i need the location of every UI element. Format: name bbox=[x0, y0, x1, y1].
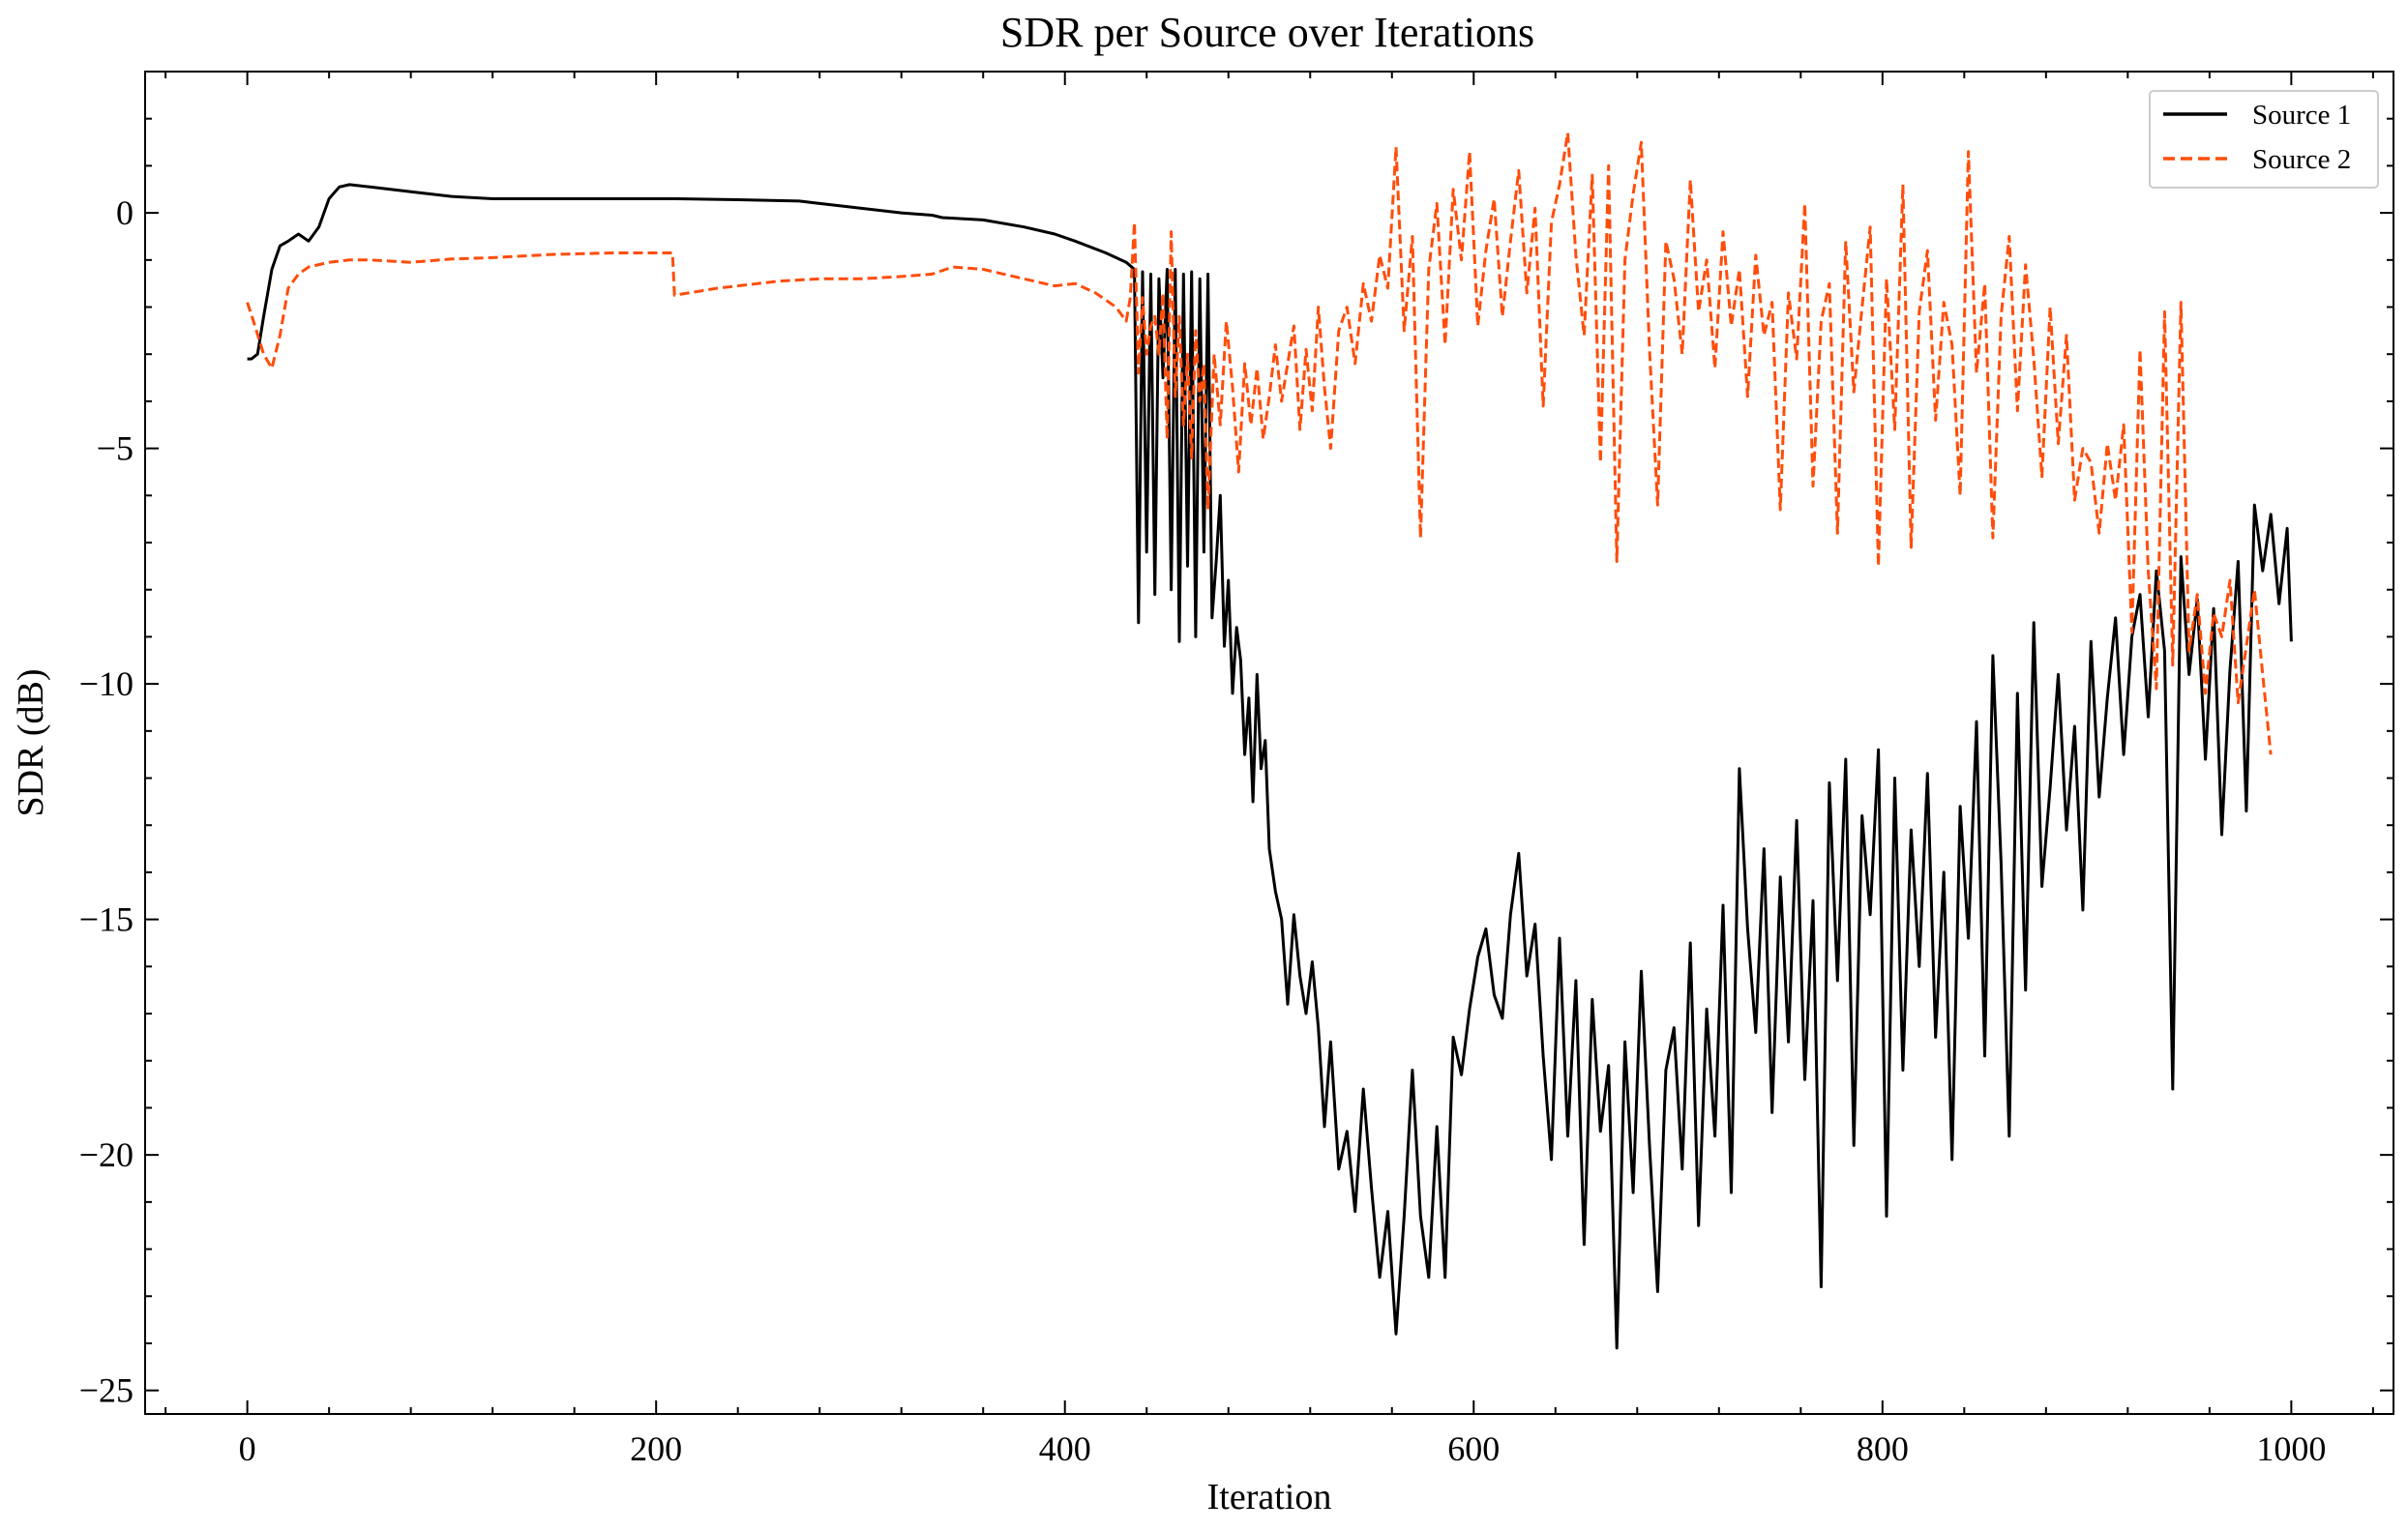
legend-label-source-1: Source 1 bbox=[2252, 100, 2351, 131]
y-axis-label: SDR (dB) bbox=[11, 668, 51, 816]
x-tick-label: 600 bbox=[1447, 1429, 1500, 1468]
series-line-source-2 bbox=[246, 131, 2273, 755]
y-tick-label: −15 bbox=[79, 900, 134, 939]
series-line-source-1 bbox=[247, 183, 2293, 1350]
tick-labels: 0 200 400 600 800 1000 0 −5 −10 −15 −20 −25 bbox=[79, 193, 2327, 1468]
x-tick-label: 400 bbox=[1039, 1429, 1091, 1468]
x-tick-label: 0 bbox=[239, 1429, 256, 1468]
legend-label-source-2: Source 2 bbox=[2252, 144, 2351, 175]
y-tick-label: −20 bbox=[79, 1135, 134, 1174]
y-tick-label: −10 bbox=[79, 664, 134, 703]
y-tick-label: −25 bbox=[79, 1371, 134, 1410]
chart-title: SDR per Source over Iterations bbox=[1000, 9, 1534, 56]
x-tick-label: 1000 bbox=[2256, 1429, 2326, 1468]
x-tick-label: 200 bbox=[630, 1429, 682, 1468]
y-tick-label: −5 bbox=[97, 429, 134, 468]
x-tick-label: 800 bbox=[1857, 1429, 1909, 1468]
y-tick-label: 0 bbox=[116, 193, 134, 232]
plot-lines bbox=[246, 131, 2293, 1350]
legend: Source 1 Source 2 bbox=[2149, 90, 2379, 189]
plot-frame bbox=[144, 71, 2394, 1415]
axis-ticks bbox=[145, 71, 2393, 1414]
x-axis-label: Iteration bbox=[1207, 1477, 1332, 1517]
